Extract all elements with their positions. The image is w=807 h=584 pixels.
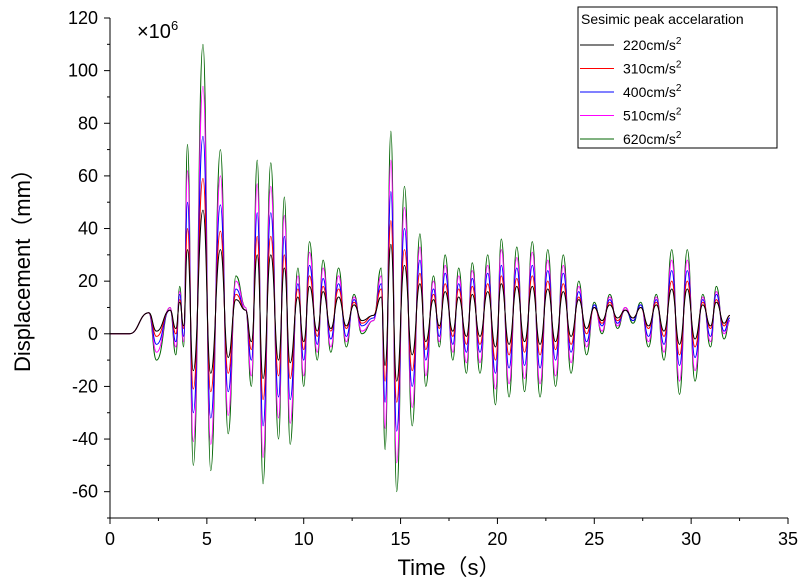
y-tick-label: 100 [68,61,98,81]
legend-label: 310cm/s2 [623,60,682,77]
legend: Sesimic peak accelaration 220cm/s2 310cm/… [577,6,778,149]
x-tick-label: 20 [487,529,507,549]
x-tick-label: 15 [391,529,411,549]
y-tick-label: 0 [88,324,98,344]
legend-box [577,6,778,149]
series-layer [110,43,731,493]
x-tick-label: 35 [778,529,798,549]
y-tick-label: 40 [78,219,98,239]
x-tick-label: 5 [202,529,212,549]
axes: 0 5 10 15 20 25 30 35 -60 -40 -20 0 20 40 60 80 100 120 [68,8,798,549]
legend-title: Sesimic peak accelaration [581,11,744,27]
y-tick-label: 80 [78,113,98,133]
y-tick-label: 120 [68,8,98,28]
y-tick-label: 60 [78,166,98,186]
y-scale-annotation: ×106 [137,18,178,43]
y-tick-label: -60 [72,482,98,502]
legend-label: 400cm/s2 [623,83,682,100]
x-tick-label: 30 [681,529,701,549]
legend-label: 510cm/s2 [623,107,682,124]
y-tick-label: 20 [78,271,98,291]
series-line-220cm-s [110,209,731,382]
x-tick-label: 25 [584,529,604,549]
y-tick-label: -40 [72,429,98,449]
x-tick-label: 10 [294,529,314,549]
series-line-310cm-s [110,178,731,403]
y-axis-title: Displacement（mm） [10,158,35,372]
y-tick-label: -20 [72,376,98,396]
x-axis-title: Time（s） [397,555,500,579]
x-tick-label: 0 [105,529,115,549]
legend-label: 220cm/s2 [623,36,682,53]
legend-label: 620cm/s2 [623,130,682,147]
